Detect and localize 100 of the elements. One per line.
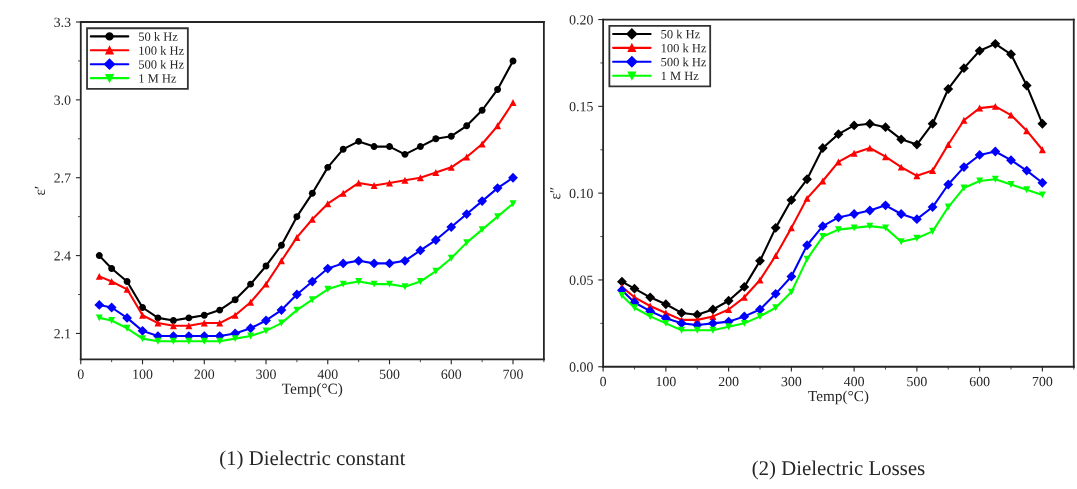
- point: [927, 118, 938, 129]
- point: [477, 196, 488, 206]
- point: [802, 240, 812, 251]
- point: [662, 319, 670, 327]
- point: [370, 143, 378, 151]
- point: [355, 278, 363, 286]
- y-tick-label: 3.0: [54, 95, 71, 105]
- point: [959, 63, 969, 74]
- point: [991, 102, 999, 110]
- point: [882, 153, 889, 161]
- point: [1038, 191, 1046, 199]
- point: [913, 234, 921, 242]
- point: [447, 132, 455, 140]
- point: [509, 98, 517, 106]
- point: [1021, 80, 1032, 91]
- point: [200, 311, 208, 319]
- point: [463, 239, 471, 247]
- point: [200, 319, 208, 327]
- point: [725, 323, 733, 331]
- point: [123, 285, 131, 293]
- point: [339, 145, 347, 153]
- point: [401, 283, 409, 291]
- point: [1006, 49, 1016, 60]
- point: [817, 143, 828, 153]
- point: [231, 335, 239, 343]
- point: [122, 312, 132, 323]
- point: [108, 317, 116, 324]
- point: [849, 209, 860, 219]
- point: [123, 278, 131, 286]
- text: (2) Dielectric Losses: [752, 460, 925, 480]
- point: [990, 146, 1001, 157]
- point: [386, 280, 393, 288]
- point: [139, 311, 146, 319]
- point: [137, 325, 148, 336]
- point: [660, 299, 671, 310]
- point: [123, 324, 131, 332]
- point: [850, 224, 858, 232]
- point: [307, 276, 318, 287]
- y-tick-label: 0.10: [569, 188, 593, 199]
- point: [631, 304, 638, 312]
- point: [960, 184, 968, 192]
- x-tick-label: 500: [379, 369, 400, 379]
- point: [261, 315, 271, 326]
- point: [755, 255, 765, 266]
- point: [819, 233, 827, 241]
- point: [959, 162, 969, 173]
- point: [897, 163, 905, 171]
- point: [154, 319, 162, 327]
- point: [463, 122, 471, 130]
- point: [676, 308, 687, 318]
- point: [911, 139, 922, 150]
- point: [645, 292, 656, 303]
- y-tick-label: 0.20: [569, 15, 593, 25]
- point: [786, 271, 797, 282]
- y-tick-label: 3.3: [54, 17, 71, 28]
- y-tick-label: 2.1: [54, 329, 71, 339]
- x-tick-label: 600: [441, 369, 462, 379]
- point: [416, 143, 424, 151]
- point: [386, 143, 393, 151]
- point: [401, 150, 409, 158]
- point: [154, 337, 162, 345]
- point: [880, 122, 891, 133]
- point: [494, 86, 502, 93]
- point: [95, 252, 103, 260]
- point: [139, 335, 146, 343]
- x-tick-label: 300: [781, 376, 802, 387]
- x-tick-label: 0: [600, 376, 607, 387]
- legend-label: 500 k Hz: [139, 59, 184, 69]
- point: [833, 212, 844, 223]
- legend-label: 500 k Hz: [661, 57, 707, 67]
- point: [386, 179, 393, 187]
- x-tick-label: 400: [843, 376, 865, 387]
- point: [322, 263, 333, 274]
- point: [277, 257, 285, 265]
- x-tick-label: 500: [907, 376, 927, 387]
- point: [231, 311, 239, 319]
- y-tick-label: 0.15: [569, 101, 593, 112]
- x-axis-title: Temp(°C): [808, 390, 869, 405]
- x-tick-label: 100: [656, 376, 676, 387]
- point: [770, 288, 781, 299]
- point: [976, 104, 984, 112]
- point: [1023, 186, 1031, 194]
- point: [401, 176, 409, 184]
- point: [324, 163, 332, 171]
- y-tick-label: 2.4: [54, 251, 71, 261]
- x-tick-label: 200: [718, 376, 739, 387]
- point: [95, 314, 103, 322]
- point: [974, 150, 985, 160]
- point: [430, 235, 441, 245]
- point: [108, 265, 116, 273]
- point: [108, 278, 116, 286]
- x-tick-label: 700: [503, 369, 523, 379]
- point: [617, 276, 627, 287]
- point: [509, 200, 517, 208]
- point: [880, 200, 891, 211]
- point: [709, 326, 717, 334]
- legend-label: 1 M Hz: [139, 74, 177, 83]
- point: [139, 304, 146, 311]
- point: [106, 302, 117, 313]
- point: [370, 182, 378, 189]
